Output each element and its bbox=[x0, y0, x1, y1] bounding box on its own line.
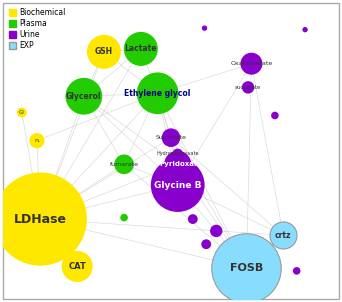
Text: succinate: succinate bbox=[235, 85, 261, 90]
Point bbox=[190, 217, 196, 221]
Text: Gl: Gl bbox=[19, 110, 25, 115]
Text: Glycerol: Glycerol bbox=[66, 92, 102, 101]
Point bbox=[203, 242, 209, 247]
Point bbox=[155, 91, 160, 96]
Point bbox=[138, 47, 144, 51]
Point bbox=[121, 215, 127, 220]
Point bbox=[19, 110, 25, 115]
Point bbox=[249, 61, 254, 66]
Point bbox=[168, 135, 174, 140]
Point bbox=[294, 268, 300, 273]
Text: fumarate: fumarate bbox=[109, 162, 139, 167]
Text: Oxaloacetate: Oxaloacetate bbox=[230, 61, 273, 66]
Text: crtz: crtz bbox=[275, 231, 291, 240]
Point bbox=[75, 264, 80, 269]
Point bbox=[213, 229, 219, 233]
Point bbox=[81, 94, 87, 99]
Point bbox=[38, 217, 43, 221]
Text: CAT: CAT bbox=[68, 262, 86, 271]
Text: GSH: GSH bbox=[95, 47, 113, 56]
Text: n.: n. bbox=[34, 138, 40, 143]
Text: Pyridoxal: Pyridoxal bbox=[159, 161, 196, 167]
Point bbox=[280, 233, 286, 238]
Point bbox=[245, 85, 251, 90]
Text: Lactate: Lactate bbox=[124, 44, 157, 53]
Point bbox=[175, 183, 181, 188]
Text: FOSB: FOSB bbox=[230, 263, 263, 273]
Point bbox=[302, 27, 308, 32]
Point bbox=[244, 265, 249, 270]
Point bbox=[175, 152, 181, 156]
Point bbox=[121, 162, 127, 167]
Point bbox=[101, 50, 107, 54]
Point bbox=[34, 138, 40, 143]
Text: Ethylene glycol: Ethylene glycol bbox=[124, 89, 191, 98]
Text: LDHase: LDHase bbox=[14, 213, 67, 226]
Point bbox=[175, 162, 181, 167]
Text: Glycine B: Glycine B bbox=[154, 181, 201, 190]
Text: Hydroxypyruvate: Hydroxypyruvate bbox=[156, 152, 199, 156]
Point bbox=[272, 113, 278, 118]
Point bbox=[202, 26, 207, 31]
Text: Succinate: Succinate bbox=[156, 135, 186, 140]
Legend: Biochemical, Plasma, Urine, EXP: Biochemical, Plasma, Urine, EXP bbox=[7, 7, 67, 52]
